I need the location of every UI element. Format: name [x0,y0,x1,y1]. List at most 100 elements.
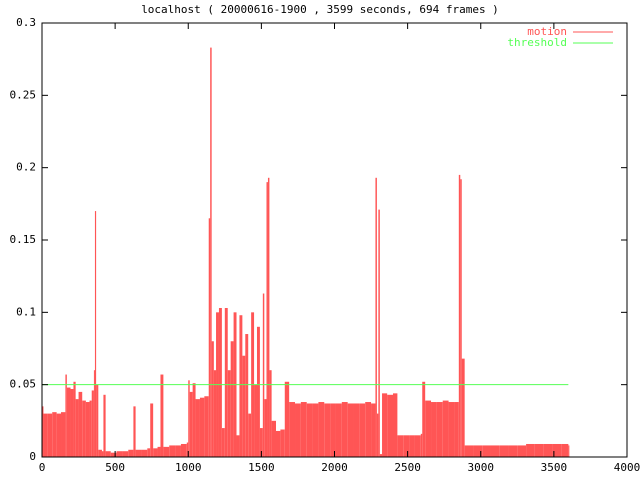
impulse [318,402,325,457]
impulse [248,413,252,457]
impulse [269,370,272,457]
impulse [236,435,240,457]
impulse [256,326,260,457]
impulse [330,403,336,457]
impulse [52,412,57,457]
y-tick-label: 0.15 [10,233,37,246]
impulse [221,428,225,457]
impulse [133,406,136,457]
impulse [473,445,483,457]
impulse [180,443,187,457]
x-tick-label: 0 [39,461,46,474]
impulse [65,374,67,457]
impulse [211,341,214,457]
impulse [365,402,372,457]
x-tick-label: 4000 [614,461,640,474]
impulse [192,383,196,457]
impulse [295,403,301,457]
impulse [199,397,205,457]
impulse [461,358,465,457]
impulse [218,307,222,457]
impulse [420,433,423,457]
impulse [534,443,544,457]
x-tick-label: 500 [105,461,125,474]
impulse [422,381,426,457]
impulse [78,391,83,457]
impulse [239,315,243,457]
impulse [42,406,44,457]
impulse [517,445,527,457]
impulse [204,396,209,457]
x-tick-label: 3000 [468,461,495,474]
impulse [262,293,265,457]
impulse [227,370,231,457]
x-tick-label: 2000 [321,461,348,474]
impulse [175,445,181,457]
impulse [375,177,377,457]
x-tick-label: 3500 [541,461,568,474]
impulse [122,451,129,457]
impulse [66,387,71,457]
impulse [186,442,189,457]
impulse [210,47,212,458]
impulse [552,443,562,457]
impulse [347,403,354,457]
impulse [454,402,459,457]
impulse [371,403,376,457]
impulse [169,445,176,457]
impulse [245,334,249,457]
impulse [160,374,164,457]
impulse [353,403,360,457]
impulse [460,179,462,458]
impulse [147,448,151,457]
impulse [94,211,97,457]
impulse [195,399,200,457]
impulse [359,403,366,457]
impulse [242,355,246,457]
impulse [230,341,234,457]
impulse [254,384,257,457]
impulse [276,430,281,457]
impulse [266,182,268,457]
impulse [464,445,474,457]
impulse [93,370,95,457]
impulse [341,402,348,457]
impulse [70,389,74,457]
impulse [105,451,111,457]
impulse [264,399,267,457]
impulse [414,435,421,457]
impulse [436,402,443,457]
impulse [284,381,290,457]
impulse [189,391,193,457]
x-tick-label: 2500 [394,461,421,474]
y-tick-label: 0.2 [16,161,36,174]
impulse [110,452,117,457]
impulse [482,445,491,457]
impulse [300,402,307,457]
impulse [289,402,296,457]
impulse [116,451,123,457]
impulse [188,380,190,457]
y-tick-label: 0 [29,450,36,463]
legend-label: threshold [507,36,567,49]
x-tick-label: 1500 [248,461,275,474]
impulse [82,400,86,457]
impulse [73,381,76,457]
impulse [324,403,331,457]
impulse [280,429,285,457]
impulse [448,402,455,457]
impulse [312,403,319,457]
impulse [490,445,500,457]
impulse [153,448,158,457]
impulse [393,393,398,457]
legend-label: motion [527,25,567,38]
impulse [157,446,161,457]
impulse [135,449,142,457]
y-tick-label: 0.3 [16,16,36,29]
impulse [98,449,102,457]
impulse [141,449,148,457]
impulse [387,394,393,457]
impulse [267,177,270,457]
